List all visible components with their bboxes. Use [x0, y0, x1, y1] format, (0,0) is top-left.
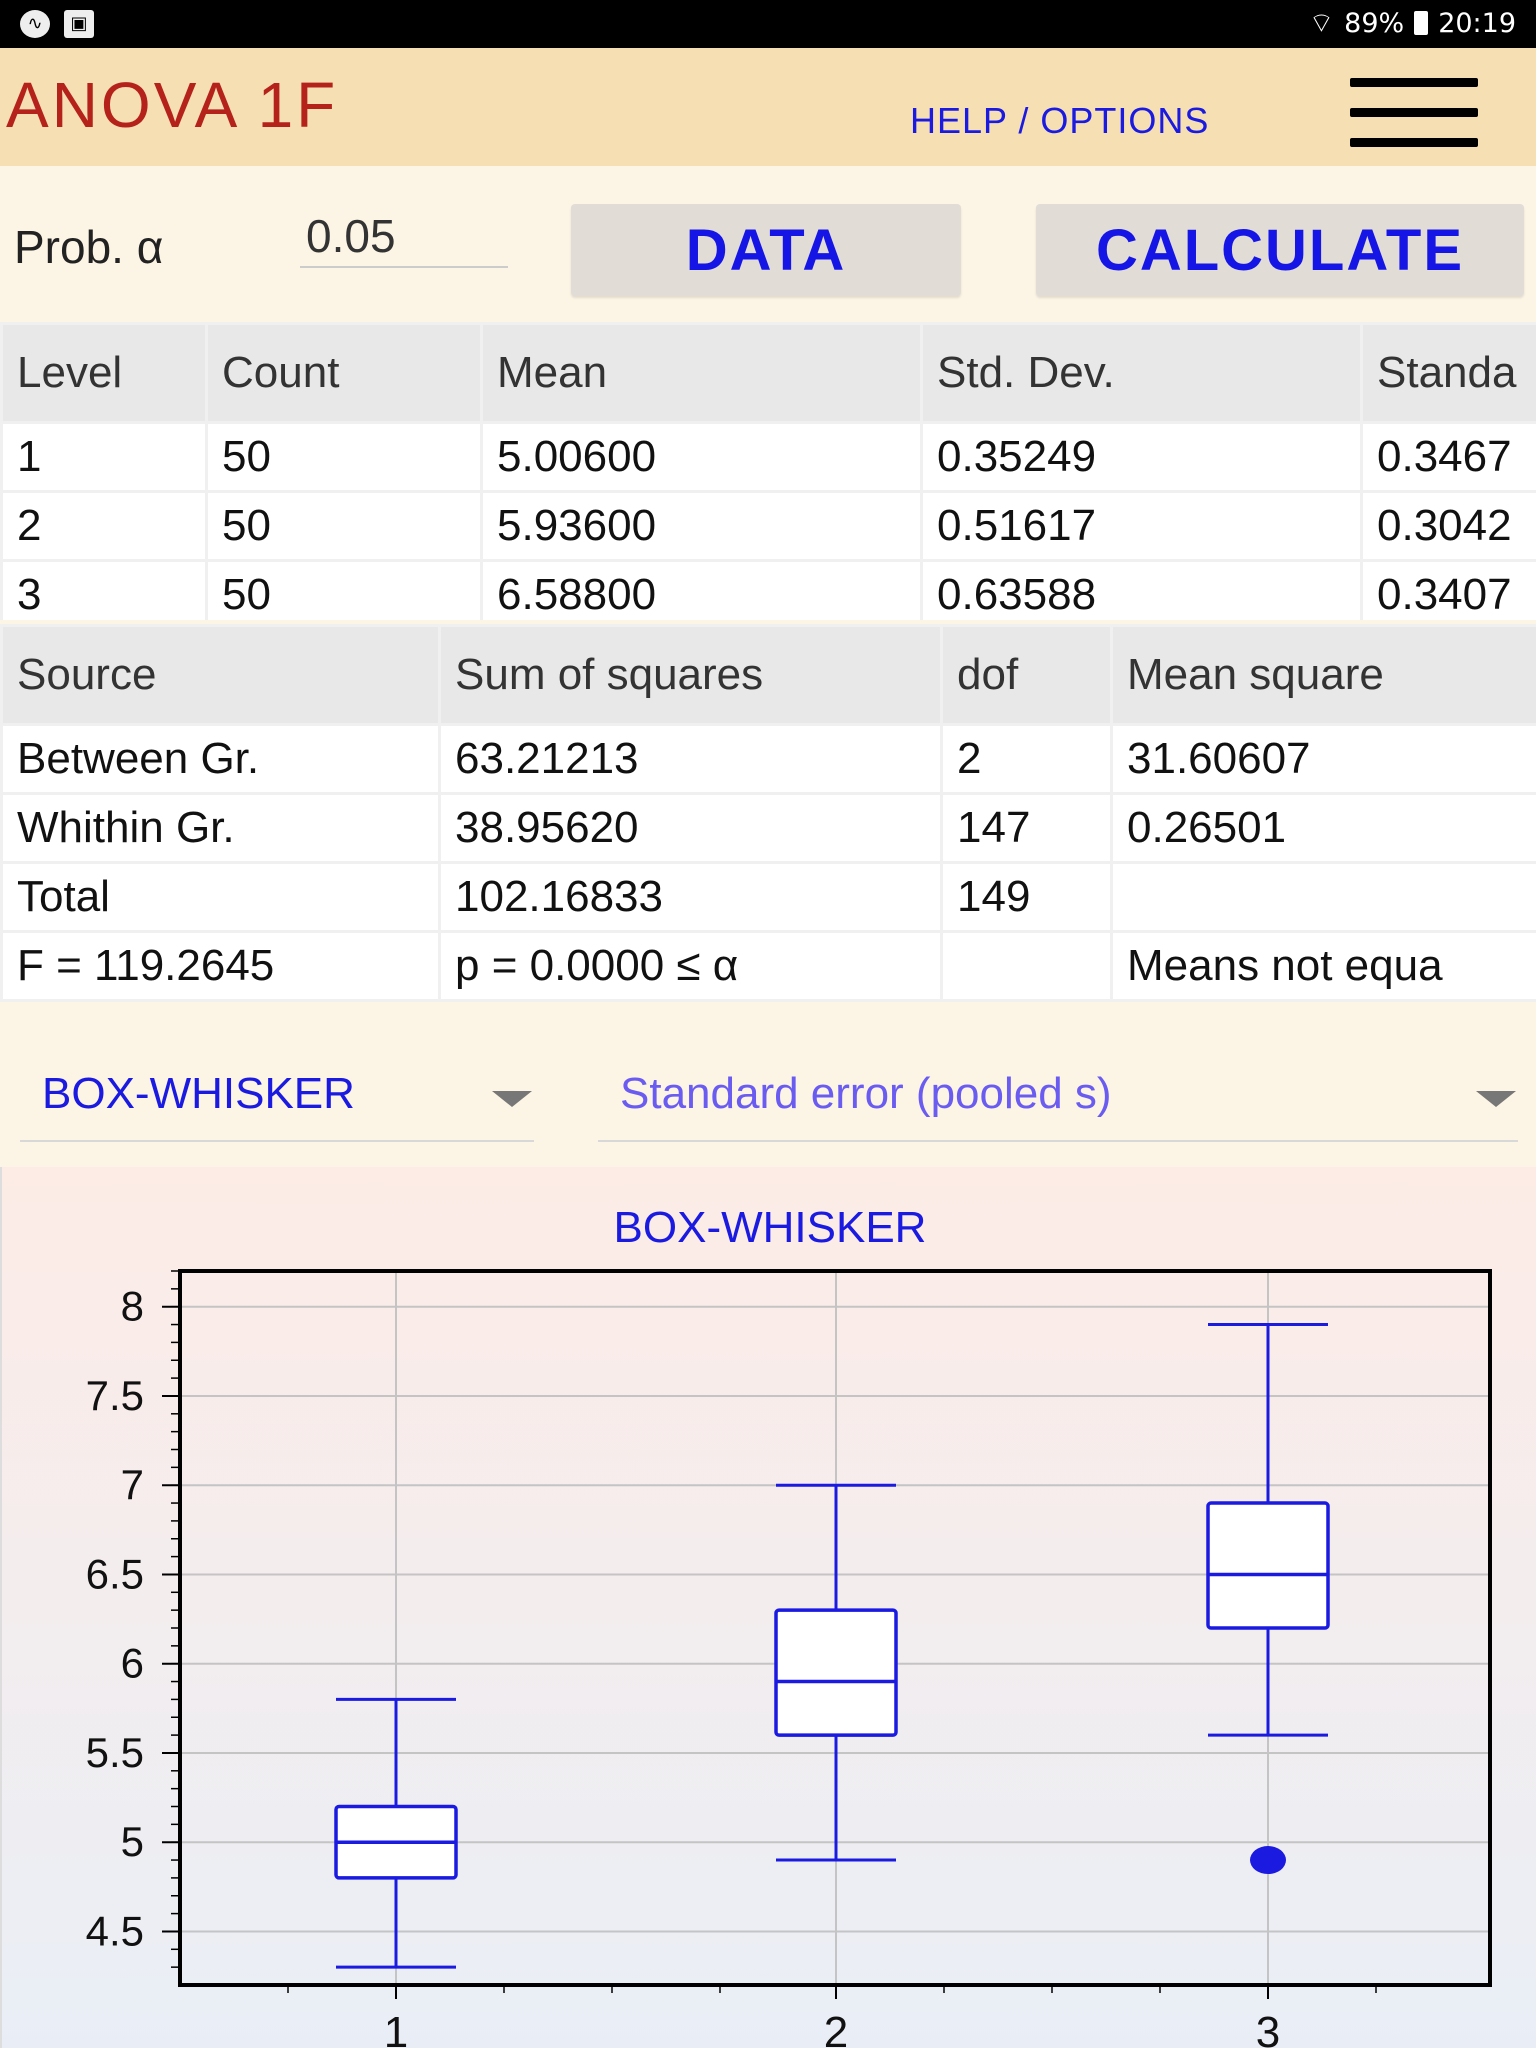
table-cell: 50 — [205, 421, 483, 493]
help-options-link[interactable]: HELP / OPTIONS — [910, 100, 1210, 141]
header-source: Source — [0, 624, 441, 726]
header-dof: dof — [940, 624, 1113, 726]
chart-area: BOX-WHISKER 4.5 5 5.5 6 6.5 7 7.5 8 1 2 3 — [0, 1167, 1536, 2048]
table-cell: 0.3467 — [1360, 421, 1536, 493]
clock: 20:19 — [1438, 7, 1516, 39]
table-cell: 38.95620 — [438, 792, 943, 864]
calculate-button[interactable]: CALCULATE — [1036, 204, 1524, 296]
header-mean: Mean — [480, 322, 923, 424]
plot-type-dropdown[interactable]: BOX-WHISKER — [20, 1055, 534, 1142]
header-level: Level — [0, 322, 208, 424]
table-cell: 149 — [940, 861, 1113, 933]
table-cell: 1 — [0, 421, 208, 493]
controls-panel: Prob. α DATA CALCULATE — [0, 166, 1536, 322]
plot-type-value: BOX-WHISKER — [42, 1069, 355, 1118]
alpha-input[interactable] — [300, 206, 508, 268]
x-tick-label: 2 — [824, 2008, 848, 2048]
error-type-dropdown[interactable]: Standard error (pooled s) — [598, 1055, 1518, 1142]
table-row: 1 50 5.00600 0.35249 0.3467 — [0, 421, 1536, 493]
table-cell: 50 — [205, 559, 483, 631]
table-cell: 2 — [0, 490, 208, 562]
table-row: Whithin Gr. 38.95620 147 0.26501 — [0, 792, 1536, 864]
app-bar: ANOVA 1F HELP / OPTIONS — [0, 48, 1536, 166]
table-row: 2 50 5.93600 0.51617 0.3042 — [0, 490, 1536, 562]
battery-percent: 89% — [1344, 7, 1405, 39]
dropdown-arrow-icon — [1476, 1091, 1516, 1107]
summary-header-row: Level Count Mean Std. Dev. Standa — [0, 322, 1536, 424]
table-cell: 3 — [0, 559, 208, 631]
header-count: Count — [205, 322, 483, 424]
plot-options-panel: BOX-WHISKER Standard error (pooled s) — [0, 1005, 1536, 1167]
x-tick-label: 1 — [384, 2008, 408, 2048]
table-cell: 0.35249 — [920, 421, 1363, 493]
y-tick-label: 5.5 — [86, 1729, 144, 1776]
table-cell: Total — [0, 861, 441, 933]
table-cell: 2 — [940, 723, 1113, 795]
box-whisker-chart: 4.5 5 5.5 6 6.5 7 7.5 8 1 2 3 — [86, 1269, 1492, 2048]
table-cell: 0.63588 — [920, 559, 1363, 631]
x-tick-label: 3 — [1256, 2008, 1280, 2048]
p-value: p = 0.0000 ≤ α — [438, 930, 943, 1002]
plot-frame — [178, 1269, 1492, 1987]
header-standard-error: Standa — [1360, 322, 1536, 424]
prob-alpha-label: Prob. α — [14, 221, 164, 273]
y-tick-label: 5 — [121, 1818, 144, 1865]
table-cell: 0.51617 — [920, 490, 1363, 562]
table-row: F = 119.2645 p = 0.0000 ≤ α Means not eq… — [0, 930, 1536, 1002]
table-cell: 102.16833 — [438, 861, 943, 933]
dropdown-arrow-icon — [492, 1091, 532, 1107]
outlier-point — [1250, 1846, 1286, 1875]
data-button[interactable]: DATA — [571, 204, 961, 296]
app-title: ANOVA 1F — [6, 69, 339, 141]
y-tick-label: 6.5 — [86, 1550, 144, 1597]
table-cell — [940, 930, 1113, 1002]
error-type-value: Standard error (pooled s) — [620, 1069, 1112, 1118]
y-tick-label: 7 — [121, 1461, 144, 1508]
hamburger-menu-icon[interactable] — [1350, 78, 1478, 148]
summary-table: Level Count Mean Std. Dev. Standa 1 50 5… — [0, 322, 1536, 631]
box-iqr — [1206, 1501, 1330, 1630]
table-cell: Between Gr. — [0, 723, 441, 795]
battery-icon — [1414, 11, 1429, 35]
conclusion: Means not equa — [1110, 930, 1536, 1002]
table-cell: 50 — [205, 490, 483, 562]
status-bar: ∿ ▣ ⌔ 89% 20:19 — [0, 0, 1536, 48]
table-row: 3 50 6.58800 0.63588 0.3407 — [0, 559, 1536, 631]
activity-icon: ∿ — [20, 10, 50, 38]
f-statistic: F = 119.2645 — [0, 930, 441, 1002]
image-icon: ▣ — [64, 10, 94, 38]
header-sum-of-squares: Sum of squares — [438, 624, 943, 726]
table-row: Between Gr. 63.21213 2 31.60607 — [0, 723, 1536, 795]
table-row: Total 102.16833 149 — [0, 861, 1536, 933]
box-iqr — [774, 1608, 898, 1737]
header-std-dev: Std. Dev. — [920, 322, 1363, 424]
y-tick-label: 6 — [121, 1640, 144, 1687]
table-cell: 0.3042 — [1360, 490, 1536, 562]
anova-header-row: Source Sum of squares dof Mean square — [0, 624, 1536, 726]
table-cell — [1110, 861, 1536, 933]
chart-title: BOX-WHISKER — [613, 1203, 927, 1252]
table-cell: Whithin Gr. — [0, 792, 441, 864]
table-cell: 63.21213 — [438, 723, 943, 795]
y-tick-label: 8 — [121, 1283, 144, 1330]
table-cell: 147 — [940, 792, 1113, 864]
wifi-icon: ⌔ — [1308, 8, 1335, 39]
y-tick-label: 4.5 — [86, 1907, 144, 1954]
table-cell: 31.60607 — [1110, 723, 1536, 795]
table-cell: 0.26501 — [1110, 792, 1536, 864]
table-cell: 5.93600 — [480, 490, 923, 562]
header-mean-square: Mean square — [1110, 624, 1536, 726]
y-tick-label: 7.5 — [86, 1372, 144, 1419]
anova-table: Source Sum of squares dof Mean square Be… — [0, 624, 1536, 1002]
table-cell: 5.00600 — [480, 421, 923, 493]
